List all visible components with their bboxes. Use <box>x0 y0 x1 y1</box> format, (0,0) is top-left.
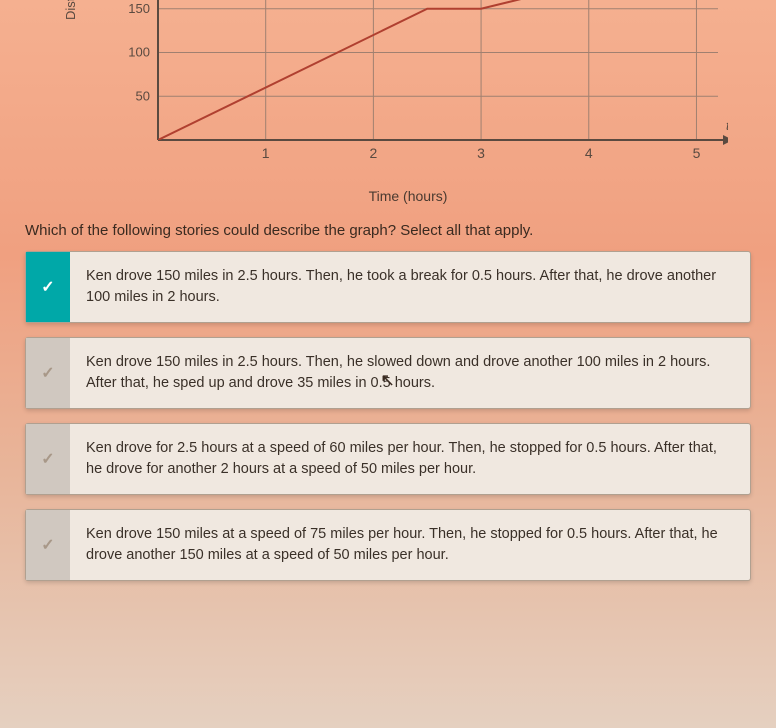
question-text: Which of the following stories could des… <box>0 204 776 251</box>
svg-text:150: 150 <box>128 1 150 16</box>
chart-svg: 50 100 150 1 2 3 4 5 t <box>118 0 728 175</box>
answer-option[interactable]: ✓ Ken drove 150 miles in 2.5 hours. Then… <box>25 337 751 409</box>
answer-list: ✓ Ken drove 150 miles in 2.5 hours. Then… <box>0 251 776 581</box>
distance-time-chart: Distance ( 50 100 150 1 2 3 4 5 t <box>48 0 728 180</box>
svg-text:4: 4 <box>585 145 593 161</box>
check-icon: ✓ <box>41 277 54 297</box>
checkbox[interactable]: ✓ <box>26 252 70 322</box>
check-icon: ✓ <box>41 363 54 383</box>
checkbox[interactable]: ✓ <box>26 338 70 408</box>
check-icon: ✓ <box>41 535 54 555</box>
checkbox[interactable]: ✓ <box>26 510 70 580</box>
x-axis-label: Time (hours) <box>40 188 776 204</box>
svg-text:3: 3 <box>477 145 485 161</box>
svg-text:100: 100 <box>128 45 150 60</box>
answer-text: Ken drove 150 miles in 2.5 hours. Then, … <box>70 338 750 408</box>
check-icon: ✓ <box>41 449 54 469</box>
svg-text:1: 1 <box>262 145 270 161</box>
svg-text:5: 5 <box>693 145 701 161</box>
checkbox[interactable]: ✓ <box>26 424 70 494</box>
y-axis-label: Distance ( <box>63 0 78 20</box>
answer-text: Ken drove for 2.5 hours at a speed of 60… <box>70 424 750 494</box>
answer-option[interactable]: ✓ Ken drove 150 miles at a speed of 75 m… <box>25 509 751 581</box>
answer-option[interactable]: ✓ Ken drove for 2.5 hours at a speed of … <box>25 423 751 495</box>
svg-text:50: 50 <box>136 88 150 103</box>
svg-text:t: t <box>726 118 728 133</box>
answer-text: Ken drove 150 miles in 2.5 hours. Then, … <box>70 252 750 322</box>
answer-text: Ken drove 150 miles at a speed of 75 mil… <box>70 510 750 580</box>
answer-option[interactable]: ✓ Ken drove 150 miles in 2.5 hours. Then… <box>25 251 751 323</box>
svg-text:2: 2 <box>369 145 377 161</box>
